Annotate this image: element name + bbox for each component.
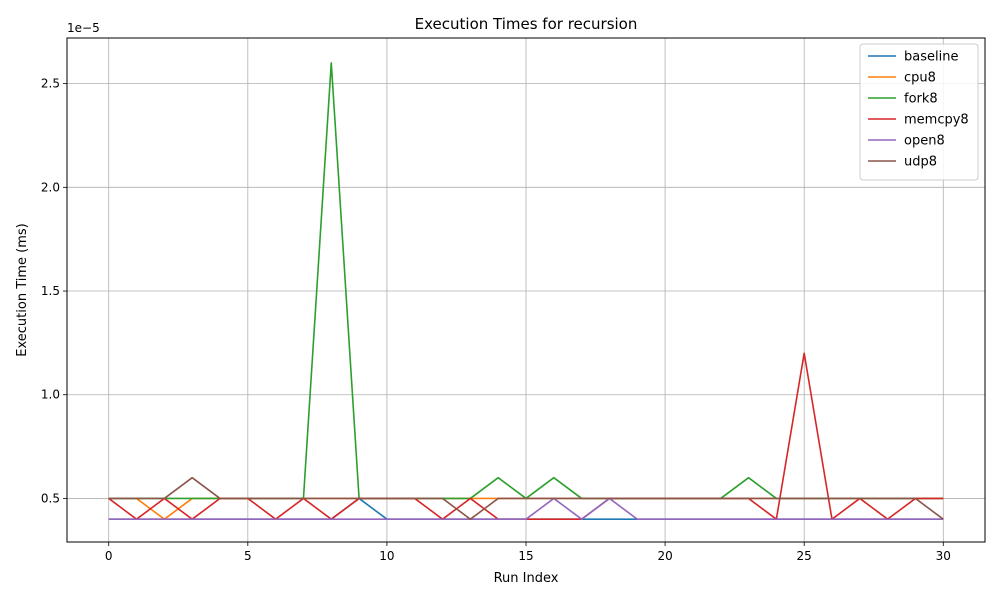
x-tick-label: 20 bbox=[657, 549, 672, 563]
legend-label-fork8: fork8 bbox=[904, 92, 938, 107]
x-tick-label: 30 bbox=[936, 549, 951, 563]
legend-box bbox=[859, 43, 979, 181]
y-axis-offset-text: 1e−5 bbox=[67, 21, 100, 35]
legend-label-cpu8: cpu8 bbox=[904, 71, 936, 86]
y-tick-label: 2.0 bbox=[41, 180, 60, 194]
x-tick-label: 25 bbox=[797, 549, 812, 563]
legend-label-baseline: baseline bbox=[904, 50, 958, 65]
x-tick-label: 10 bbox=[379, 549, 394, 563]
legend: baseline cpu8 fork8 memcpy8 open8 udp8 bbox=[859, 43, 979, 181]
y-tick-label: 0.5 bbox=[41, 491, 60, 505]
y-tick-label: 1.0 bbox=[41, 388, 60, 402]
series-line-open8 bbox=[108, 497, 944, 520]
x-tick-label: 0 bbox=[105, 549, 113, 563]
y-axis-ticks: 0.5 1.0 1.5 2.0 2.5 bbox=[41, 77, 67, 505]
y-tick-label: 1.5 bbox=[41, 284, 60, 298]
legend-label-open8: open8 bbox=[904, 134, 945, 149]
x-axis-label: Run Index bbox=[494, 571, 559, 586]
legend-label-udp8: udp8 bbox=[904, 155, 937, 170]
series-line-udp8 bbox=[108, 476, 944, 520]
x-axis-ticks: 0 5 10 15 20 25 30 bbox=[105, 542, 951, 563]
series-lines bbox=[108, 62, 944, 520]
legend-label-memcpy8: memcpy8 bbox=[904, 113, 969, 128]
x-tick-label: 15 bbox=[518, 549, 533, 563]
y-tick-label: 2.5 bbox=[41, 77, 60, 91]
x-tick-label: 5 bbox=[244, 549, 252, 563]
chart-title: Execution Times for recursion bbox=[415, 15, 638, 33]
y-axis-label: Execution Time (ms) bbox=[15, 223, 30, 356]
